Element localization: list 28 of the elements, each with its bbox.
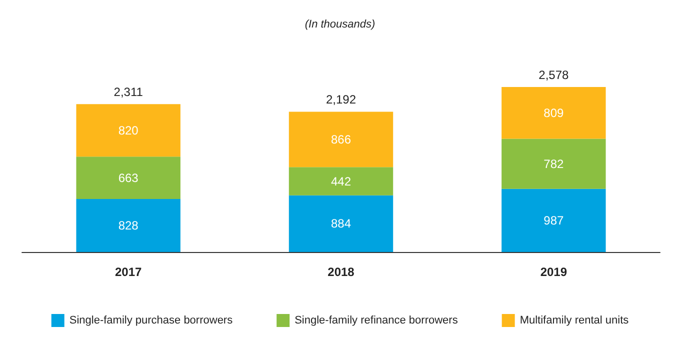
x-tick-label: 2018 bbox=[328, 265, 355, 279]
legend-label: Multifamily rental units bbox=[520, 314, 630, 326]
bar bbox=[288, 195, 394, 252]
bar bbox=[76, 156, 180, 200]
data-label: 828 bbox=[118, 218, 139, 233]
bar bbox=[288, 112, 394, 168]
data-label: 809 bbox=[544, 106, 564, 120]
data-label: 442 bbox=[330, 174, 352, 188]
legend-label: Single-family purchase borrowers bbox=[69, 314, 234, 326]
data-label: 987 bbox=[544, 213, 564, 228]
bar bbox=[76, 199, 180, 252]
total-label: 2,192 bbox=[326, 92, 356, 107]
bar bbox=[502, 188, 606, 252]
data-label: 866 bbox=[330, 132, 352, 146]
total-label: 2,578 bbox=[538, 68, 570, 82]
data-label: 782 bbox=[544, 156, 564, 171]
bar bbox=[288, 167, 394, 196]
legend-label: Single-family refinance borrowers bbox=[294, 314, 458, 326]
chart-subtitle: (In thousands) bbox=[304, 18, 376, 30]
total-label: 2,311 bbox=[114, 85, 144, 100]
data-label: 820 bbox=[118, 123, 139, 138]
bar bbox=[502, 87, 606, 139]
data-label: 663 bbox=[118, 170, 139, 185]
x-tick-label: 2017 bbox=[114, 265, 142, 279]
bar bbox=[76, 104, 180, 157]
bar bbox=[502, 138, 606, 189]
data-label: 884 bbox=[330, 216, 352, 231]
x-tick-label: 2019 bbox=[540, 265, 568, 279]
